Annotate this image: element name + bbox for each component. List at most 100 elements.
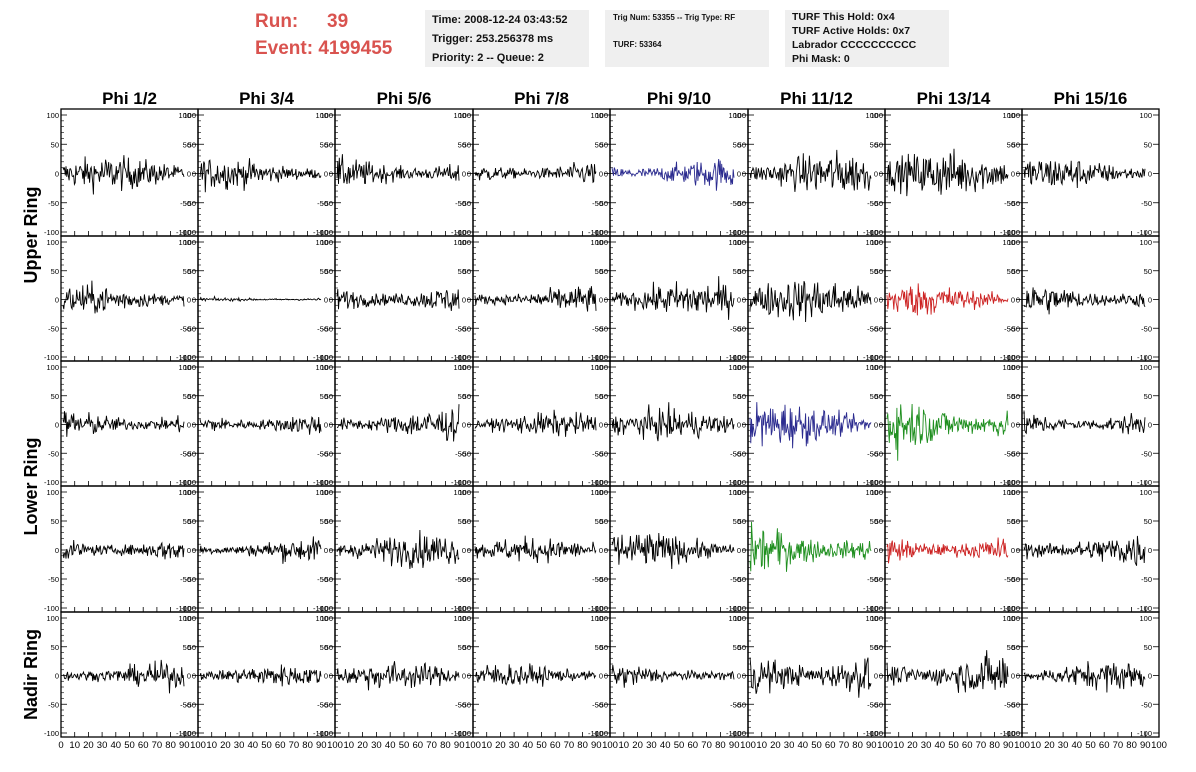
x-tick-label: 30 [234,740,245,751]
y-tick-label-right: -100 [451,228,466,237]
y-tick-label: 0 [604,296,608,305]
y-tick-label-right: 50 [1007,267,1015,276]
y-tick-label-right: 50 [458,643,466,652]
x-tick-label: 80 [852,740,863,751]
y-tick-label-right: 100 [728,111,741,120]
x-tick-label: 80 [715,740,726,751]
x-tick-label: 100 [740,740,756,751]
y-tick-label: -50 [872,199,883,208]
x-tick-label: 40 [523,740,534,751]
x-tick-label: 20 [770,740,781,751]
x-tick-label: 30 [1058,740,1069,751]
y-tick-label-right: -50 [180,700,191,709]
y-tick-label-right: 0 [462,546,466,555]
y-tick-label: -100 [181,478,196,487]
y-tick-label: 50 [325,643,333,652]
y-tick-label: 50 [875,267,883,276]
y-tick-label: 100 [1007,238,1020,247]
x-tick-label: 90 [1003,740,1014,751]
y-tick-label-right: 50 [870,517,878,526]
y-tick-label-right: 0 [874,296,878,305]
y-tick-label-right: 0 [1011,170,1015,179]
y-tick-label-right: 100 [1139,488,1152,497]
y-tick-label: -100 [456,604,471,613]
y-tick-label: 100 [595,111,608,120]
y-tick-label-right: 100 [453,238,466,247]
y-tick-label-right: 50 [1007,643,1015,652]
x-tick-label: 100 [1014,740,1030,751]
x-tick-label: 60 [688,740,699,751]
y-tick-label: -100 [318,478,333,487]
y-tick-label: 0 [604,170,608,179]
y-tick-label-right: 0 [874,546,878,555]
y-tick-label: 50 [463,392,471,401]
waveform-trace [749,402,872,449]
y-tick-label: -100 [318,228,333,237]
y-tick-label: 100 [870,363,883,372]
y-tick-label-right: 50 [320,267,328,276]
x-tick-label: 100 [602,740,618,751]
x-tick-label: 30 [97,740,108,751]
run-event-box: Run: 39 Event: 4199455 [255,8,392,62]
y-tick-label-right: 0 [462,672,466,681]
y-tick-label: 100 [595,488,608,497]
x-tick-label: 20 [1044,740,1055,751]
y-tick-label: -100 [731,228,746,237]
y-tick-label-right: 50 [320,140,328,149]
y-tick-label: 100 [46,238,59,247]
y-tick-label-right: 50 [320,517,328,526]
y-tick-label: 100 [1007,488,1020,497]
y-tick-label-right: -100 [313,478,328,487]
waveform-trace [474,663,597,687]
y-tick-label: -100 [181,228,196,237]
y-tick-label-right: 0 [462,421,466,430]
y-tick-label-right: 100 [865,238,878,247]
y-tick-label: -100 [868,228,883,237]
x-tick-label: 70 [701,740,712,751]
waveform-trace [199,416,322,435]
y-tick-label-right: 50 [733,392,741,401]
y-tick-label-right: 100 [315,614,328,623]
y-tick-label-right: -100 [1000,478,1015,487]
y-tick-label-right: -100 [176,729,191,738]
column-header: Phi 11/12 [780,89,853,108]
y-tick-label: 0 [329,546,333,555]
y-tick-label-right: 100 [1002,363,1015,372]
turf-active-holds-text: TURF Active Holds: 0x7 [792,25,911,37]
time-text: Time: 2008-12-24 03:43:52 [432,14,568,26]
x-tick-label: 20 [357,740,368,751]
y-tick-label-right: 100 [315,238,328,247]
y-tick-label: 0 [192,546,196,555]
y-tick-label: 100 [595,238,608,247]
y-tick-label: 0 [192,421,196,430]
y-tick-label-right: 100 [590,238,603,247]
y-tick-label-right: -100 [588,228,603,237]
x-tick-label: 20 [495,740,506,751]
y-tick-label-right: 100 [728,488,741,497]
event-value: 4199455 [318,38,393,59]
column-header: Phi 3/4 [239,89,294,108]
y-tick-label-right: -100 [726,604,741,613]
panel-frame [334,108,474,237]
y-tick-label: 0 [742,170,746,179]
y-tick-label-right: 50 [183,643,191,652]
y-tick-label: 0 [329,421,333,430]
waveform-trace [62,659,185,694]
y-tick-label: 50 [875,392,883,401]
y-tick-label-right: -50 [1004,449,1015,458]
y-tick-label: 100 [458,111,471,120]
waveform-trace [199,536,322,564]
y-tick-label: -50 [1009,700,1020,709]
y-tick-label-right: 50 [183,140,191,149]
y-tick-label: 50 [738,517,746,526]
waveform-trace [62,411,185,437]
y-tick-label-right: -100 [726,729,741,738]
x-tick-label: 50 [811,740,822,751]
y-tick-label: -100 [318,353,333,362]
turf-this-hold-text: TURF This Hold: 0x4 [792,11,895,23]
y-tick-label-right: 50 [595,267,603,276]
y-tick-label: 100 [733,111,746,120]
y-tick-label: 50 [188,517,196,526]
y-tick-label: 50 [1012,517,1020,526]
x-tick-label: 10 [344,740,355,751]
